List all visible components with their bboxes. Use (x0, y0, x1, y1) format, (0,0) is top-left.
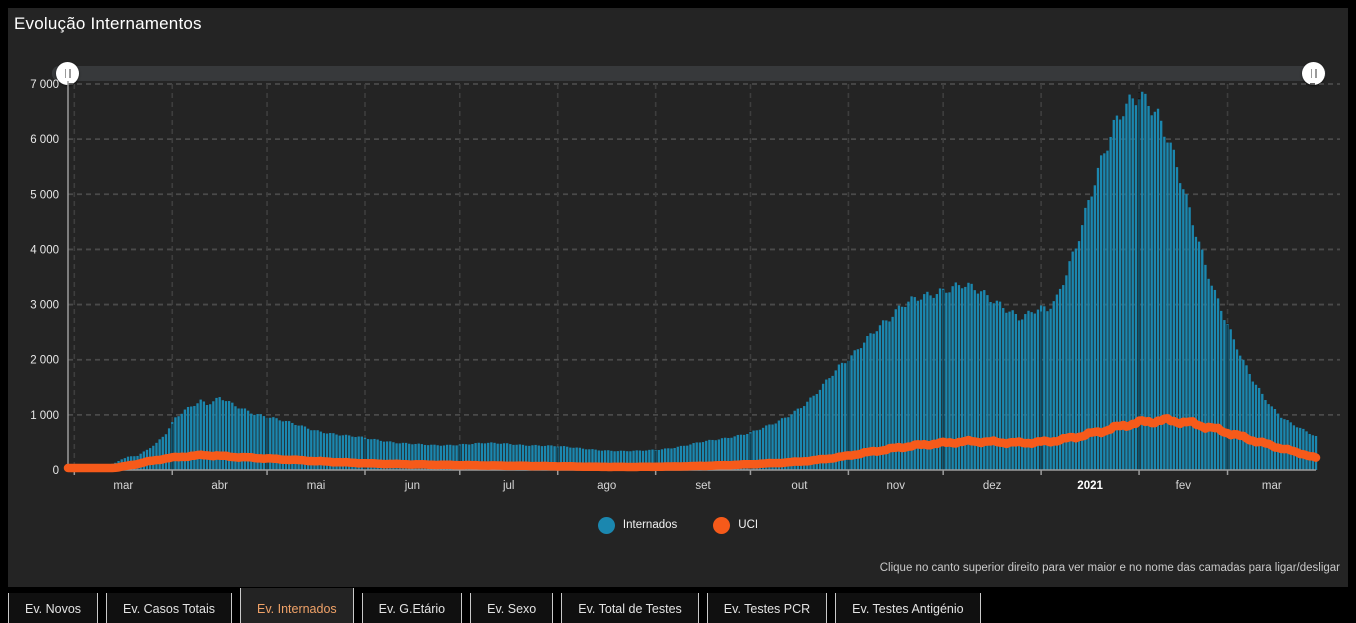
y-axis-label: 1 000 (30, 410, 59, 422)
x-axis-label: out (791, 480, 808, 492)
x-axis-label: 2021 (1077, 480, 1103, 492)
legend-item-internados[interactable]: Internados (598, 517, 677, 534)
chart-legend: Internados UCI (8, 514, 1348, 536)
tab-ev-internados[interactable]: Ev. Internados (240, 588, 354, 623)
legend-item-uci[interactable]: UCI (713, 517, 758, 534)
legend-label-internados: Internados (623, 519, 677, 531)
legend-label-uci: UCI (738, 519, 758, 531)
x-axis-label: set (695, 480, 711, 492)
x-axis-label: mar (1262, 480, 1282, 492)
tab-ev-novos[interactable]: Ev. Novos (8, 593, 98, 623)
x-axis-label: jun (404, 480, 420, 492)
tab-ev-total-de-testes[interactable]: Ev. Total de Testes (561, 593, 699, 623)
y-axis-label: 4 000 (30, 244, 59, 256)
y-axis-label: 6 000 (30, 134, 59, 146)
tab-ev-casos-totais[interactable]: Ev. Casos Totais (106, 593, 232, 623)
y-axis-label: 3 000 (30, 300, 59, 312)
x-axis-label: ago (597, 480, 616, 492)
internados-swatch-icon (598, 517, 615, 534)
tab-ev-testes-antig-nio[interactable]: Ev. Testes Antigénio (835, 593, 980, 623)
x-axis-label: nov (887, 480, 906, 492)
tab-ev-testes-pcr[interactable]: Ev. Testes PCR (707, 593, 827, 623)
y-axis-label: 7 000 (30, 79, 59, 91)
x-axis-label: mar (113, 480, 133, 492)
x-axis-label: mai (307, 480, 326, 492)
hint-text: Clique no canto superior direito para ve… (880, 562, 1340, 574)
chart-tabs: Ev. Novos Ev. Casos Totais Ev. Internados E… (8, 588, 981, 623)
uci-swatch-icon (713, 517, 730, 534)
tab-ev-g-et-rio[interactable]: Ev. G.Etário (362, 593, 462, 623)
y-axis-label: 0 (53, 465, 59, 477)
tab-ev-sexo[interactable]: Ev. Sexo (470, 593, 553, 623)
internados-chart: 0 1 000 2 000 3 000 4 000 5 000 6 000 7 000 mar a… (8, 8, 1348, 587)
x-axis-label: fev (1176, 480, 1192, 492)
x-axis-label: abr (211, 480, 228, 492)
y-axis-label: 2 000 (30, 355, 59, 367)
x-axis-label: dez (983, 480, 1002, 492)
x-axis-label: jul (502, 480, 515, 492)
y-axis-label: 5 000 (30, 189, 59, 201)
